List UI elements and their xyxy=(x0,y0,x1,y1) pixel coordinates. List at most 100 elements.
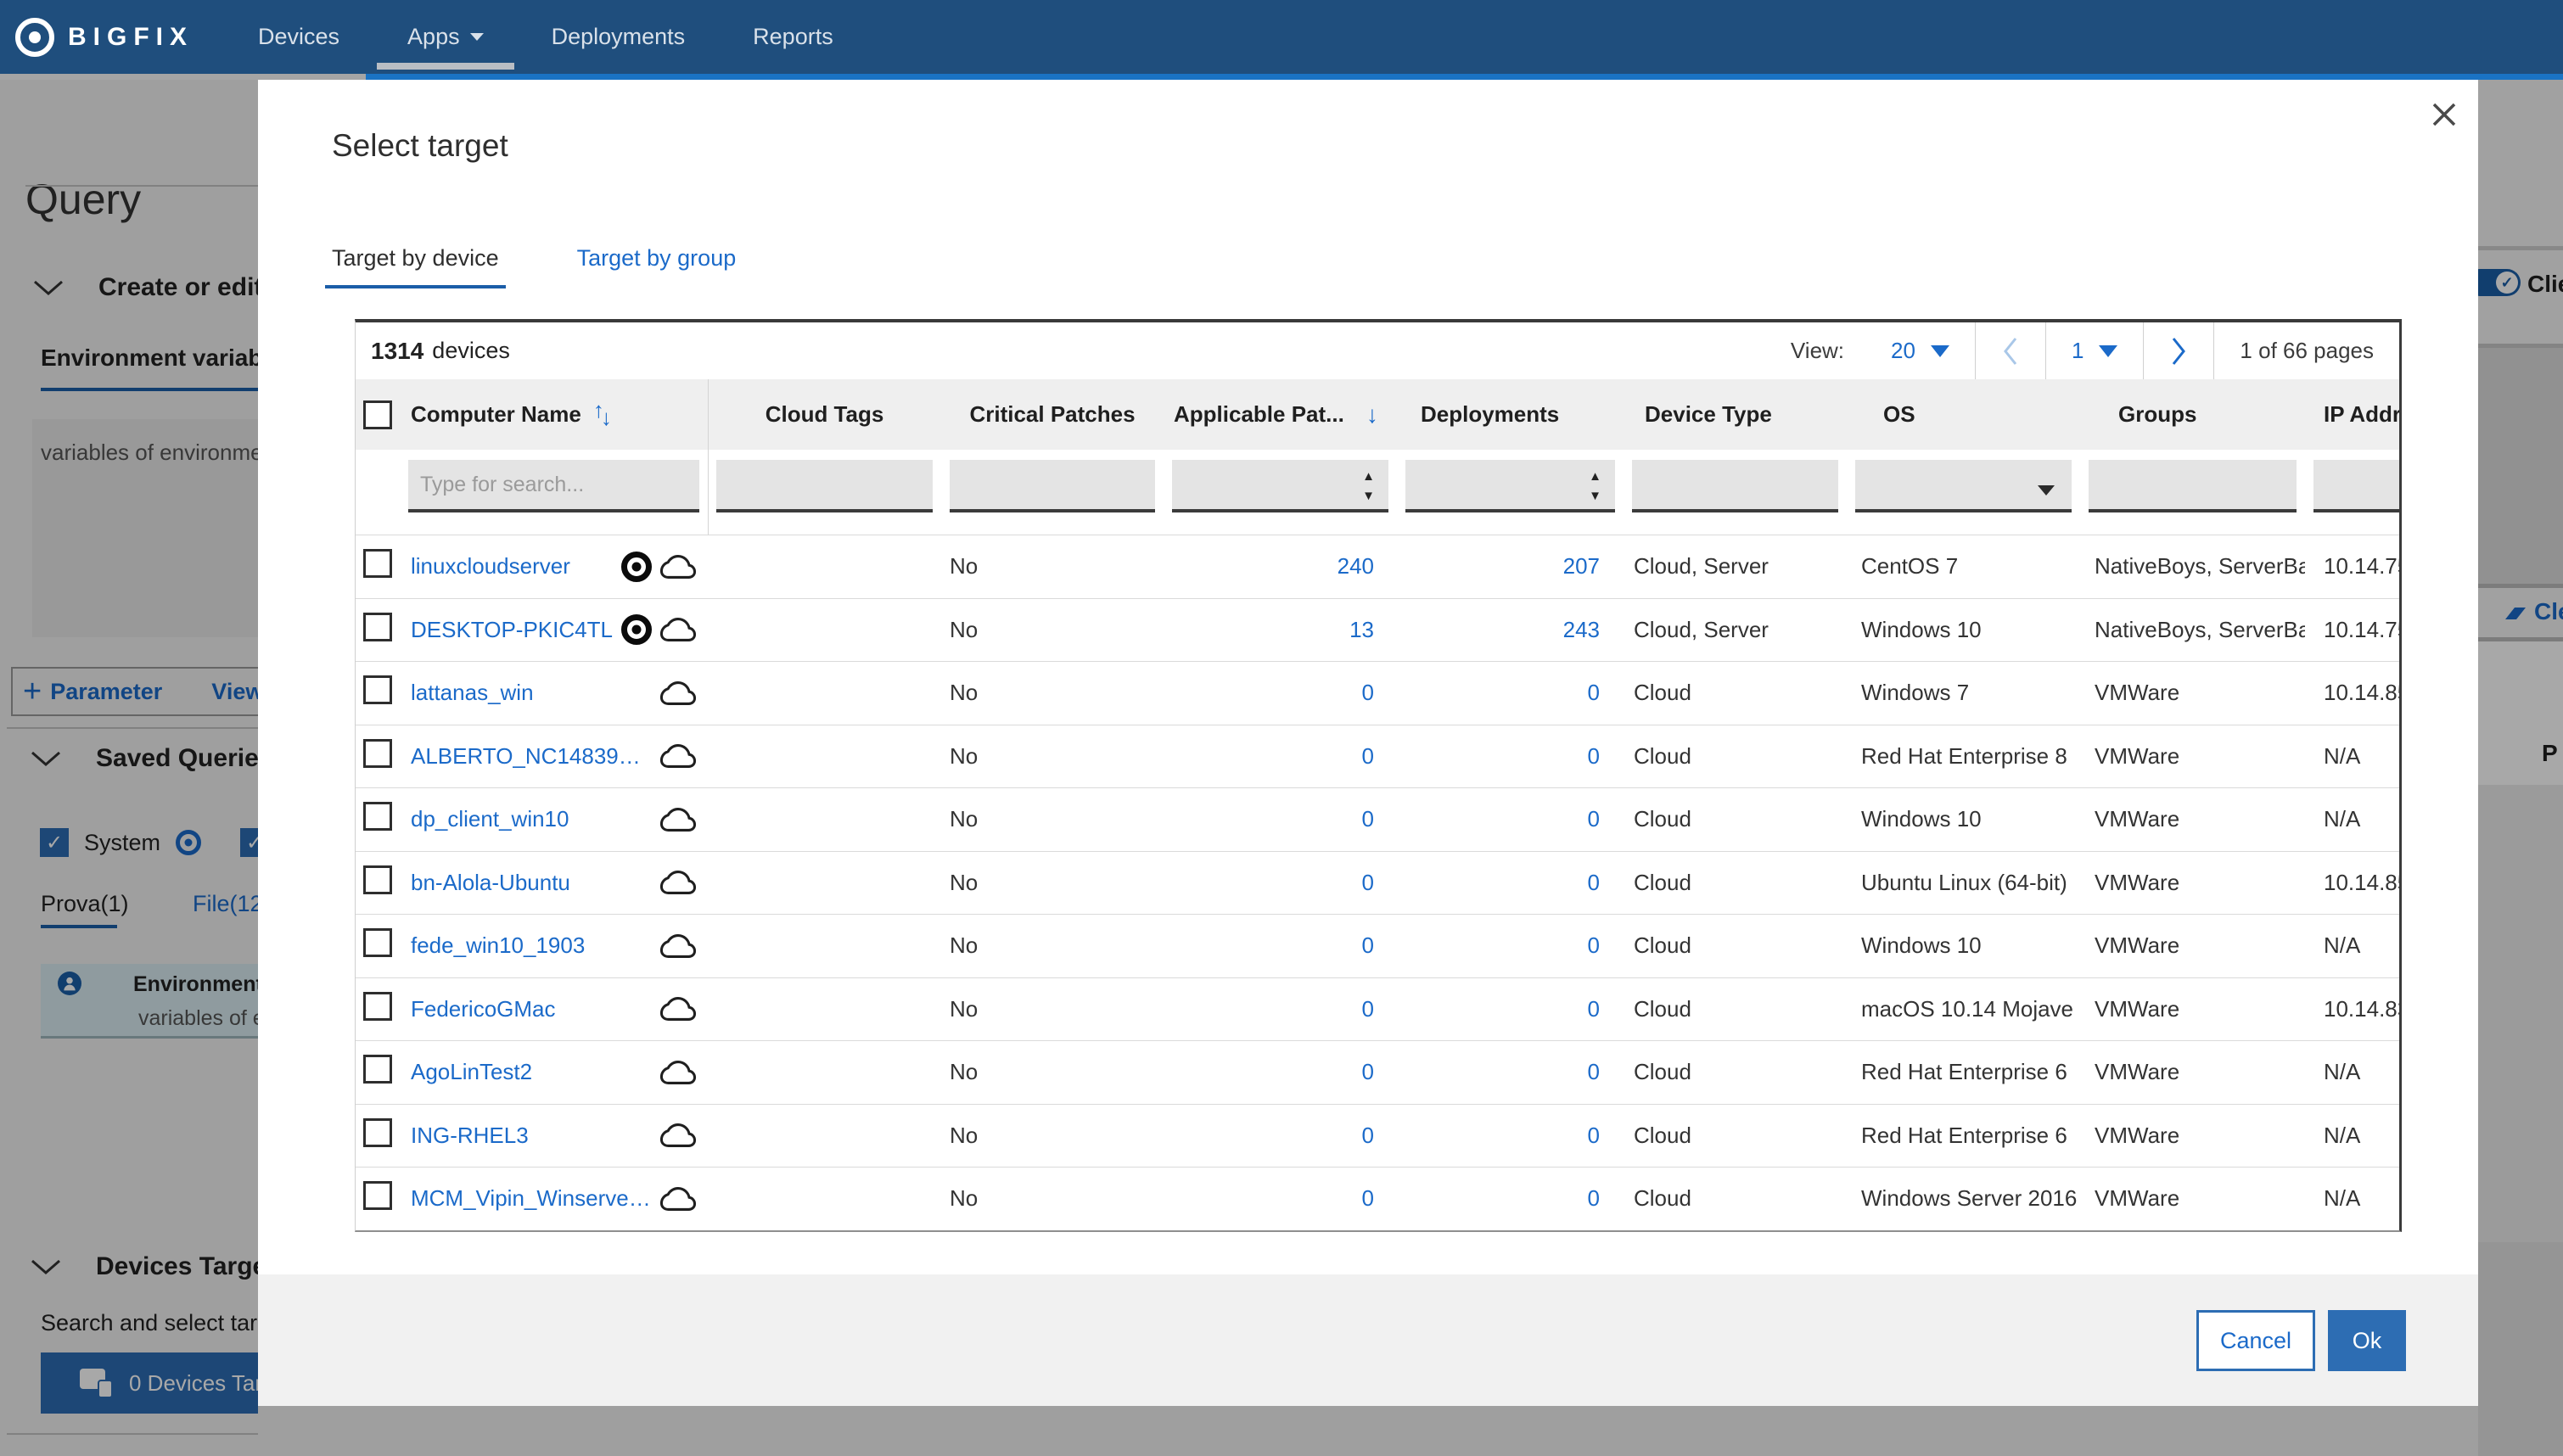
row-checkbox[interactable] xyxy=(363,612,392,641)
chevron-down-icon[interactable] xyxy=(32,279,64,296)
applicable-patches-link[interactable]: 0 xyxy=(1361,1059,1374,1085)
col-ip-address[interactable]: IP Addr xyxy=(2324,401,2399,427)
current-page-select[interactable]: 1 xyxy=(2071,338,2084,363)
close-icon[interactable] xyxy=(2427,98,2461,132)
row-checkbox[interactable] xyxy=(363,738,392,768)
system-checkbox[interactable]: ✓ xyxy=(40,828,69,857)
applicable-patches-link[interactable]: 240 xyxy=(1337,553,1374,580)
row-checkbox[interactable] xyxy=(363,865,392,894)
applicable-patches-link[interactable]: 0 xyxy=(1361,1185,1374,1212)
col-critical-patches[interactable]: Critical Patches xyxy=(969,401,1136,427)
deployments-link[interactable]: 0 xyxy=(1587,1059,1600,1085)
row-checkbox[interactable] xyxy=(363,549,392,579)
env-variables-tab[interactable]: Environment variables (V xyxy=(41,344,258,371)
view-button[interactable]: View xyxy=(211,678,261,704)
deployments-link[interactable]: 0 xyxy=(1587,995,1600,1022)
col-os[interactable]: OS xyxy=(1883,401,1915,427)
col-applicable-patches[interactable]: Applicable Pat... ↓ xyxy=(1174,400,1378,428)
row-checkbox[interactable] xyxy=(363,1181,392,1211)
next-page-button[interactable] xyxy=(2143,322,2213,379)
page-size-select[interactable]: 20 xyxy=(1891,338,1915,363)
applicable-patches-filter-input[interactable] xyxy=(1172,460,1388,512)
ip-filter-input[interactable] xyxy=(2313,460,2399,512)
device-name-link[interactable]: ALBERTO_NC148399_B... xyxy=(411,742,652,769)
deployments-link[interactable]: 0 xyxy=(1587,932,1600,959)
tab-target-by-group[interactable]: Target by group xyxy=(576,245,737,271)
select-all-checkbox[interactable] xyxy=(363,400,392,429)
applicable-patches-link[interactable]: 0 xyxy=(1361,806,1374,832)
deployments-link[interactable]: 0 xyxy=(1587,806,1600,832)
tab-prova[interactable]: Prova(1) xyxy=(41,891,129,916)
devices-targeted-button[interactable]: 0 Devices Targete xyxy=(41,1352,258,1414)
applicable-patches-link[interactable]: 0 xyxy=(1361,995,1374,1022)
row-checkbox[interactable] xyxy=(363,928,392,958)
applicable-patches-link[interactable]: 0 xyxy=(1361,869,1374,895)
stepper-icons[interactable]: ▲ ▼ xyxy=(1589,469,1601,503)
tab-file[interactable]: File(12) xyxy=(193,891,271,916)
applicable-patches-link[interactable]: 0 xyxy=(1361,742,1374,769)
chevron-down-icon[interactable] xyxy=(30,1258,62,1275)
previous-page-button[interactable] xyxy=(1974,322,2045,379)
device-name-link[interactable]: bn-Alola-Ubuntu xyxy=(411,869,570,895)
deployments-link[interactable]: 0 xyxy=(1587,680,1600,706)
device-count: 1314 devices xyxy=(371,337,510,364)
deployments-link[interactable]: 0 xyxy=(1587,742,1600,769)
deployments-link[interactable]: 243 xyxy=(1562,616,1600,642)
applicable-patches-link[interactable]: 0 xyxy=(1361,1122,1374,1148)
col-computer-name[interactable]: Computer Name xyxy=(411,401,581,427)
applicable-patches-link[interactable]: 0 xyxy=(1361,932,1374,959)
cell-critical-patches: No xyxy=(950,742,979,769)
device-name-link[interactable]: FedericoGMac xyxy=(411,995,556,1022)
applicable-patches-link[interactable]: 13 xyxy=(1349,616,1374,642)
os-filter-dropdown[interactable] xyxy=(1855,460,2072,512)
row-checkbox[interactable] xyxy=(363,1117,392,1147)
section-saved-queries[interactable]: Saved Queries xyxy=(96,744,273,772)
row-checkbox[interactable] xyxy=(363,1055,392,1084)
col-device-type[interactable]: Device Type xyxy=(1645,401,1772,427)
device-name-link[interactable]: AgoLinTest2 xyxy=(411,1059,533,1085)
row-checkbox[interactable] xyxy=(363,802,392,832)
sort-icon[interactable]: ↑↓ xyxy=(592,401,612,428)
stepper-icons[interactable]: ▲ ▼ xyxy=(1362,469,1375,503)
chevron-down-icon xyxy=(2099,344,2118,357)
device-name-link[interactable]: dp_client_win10 xyxy=(411,806,569,832)
cell-os: macOS 10.14 Mojave xyxy=(1861,995,2074,1022)
cell-ip-address: 10.14.75.1 xyxy=(2324,616,2399,642)
cancel-button[interactable]: Cancel xyxy=(2196,1310,2315,1371)
deployments-filter-input[interactable] xyxy=(1405,460,1615,512)
critical-patches-filter-input[interactable] xyxy=(950,460,1155,512)
device-name-link[interactable]: DESKTOP-PKIC4TL xyxy=(411,616,613,642)
deployments-link[interactable]: 0 xyxy=(1587,1185,1600,1212)
device-name-link[interactable]: ING-RHEL3 xyxy=(411,1122,529,1148)
nav-item-reports[interactable]: Reports xyxy=(753,24,833,49)
device-name-link[interactable]: fede_win10_1903 xyxy=(411,932,586,959)
ok-button[interactable]: Ok xyxy=(2328,1310,2406,1371)
applicable-patches-link[interactable]: 0 xyxy=(1361,680,1374,706)
row-checkbox[interactable] xyxy=(363,675,392,705)
saved-query-card[interactable]: Environment va variables of env xyxy=(41,964,258,1039)
device-name-link[interactable]: linuxcloudserver xyxy=(411,553,570,580)
cloud-tags-filter-input[interactable] xyxy=(716,460,933,512)
device-name-link[interactable]: MCM_Vipin_Winserver19 xyxy=(411,1185,652,1212)
deployments-link[interactable]: 0 xyxy=(1587,1122,1600,1148)
add-parameter-button[interactable]: Parameter xyxy=(50,678,163,704)
deployments-link[interactable]: 207 xyxy=(1562,553,1600,580)
chevron-down-icon[interactable] xyxy=(30,750,62,767)
row-checkbox[interactable] xyxy=(363,991,392,1021)
tab-target-by-device[interactable]: Target by device xyxy=(325,245,506,288)
nav-item-apps[interactable]: Apps xyxy=(373,0,518,74)
clear-link[interactable]: Cle xyxy=(2502,598,2563,625)
computer-name-filter-input[interactable] xyxy=(408,460,699,512)
query-editor[interactable]: variables of environment xyxy=(32,419,258,637)
device-name-link[interactable]: lattanas_win xyxy=(411,680,534,706)
chevron-down-icon xyxy=(2038,485,2055,496)
nav-item-devices[interactable]: Devices xyxy=(258,24,340,49)
col-deployments[interactable]: Deployments xyxy=(1421,401,1560,427)
col-cloud-tags[interactable]: Cloud Tags xyxy=(765,401,884,427)
nav-item-deployments[interactable]: Deployments xyxy=(551,24,686,49)
deployments-link[interactable]: 0 xyxy=(1587,869,1600,895)
groups-filter-input[interactable] xyxy=(2089,460,2297,512)
col-groups[interactable]: Groups xyxy=(2118,401,2197,427)
bigfix-icon xyxy=(176,830,202,855)
device-type-filter-input[interactable] xyxy=(1632,460,1838,512)
